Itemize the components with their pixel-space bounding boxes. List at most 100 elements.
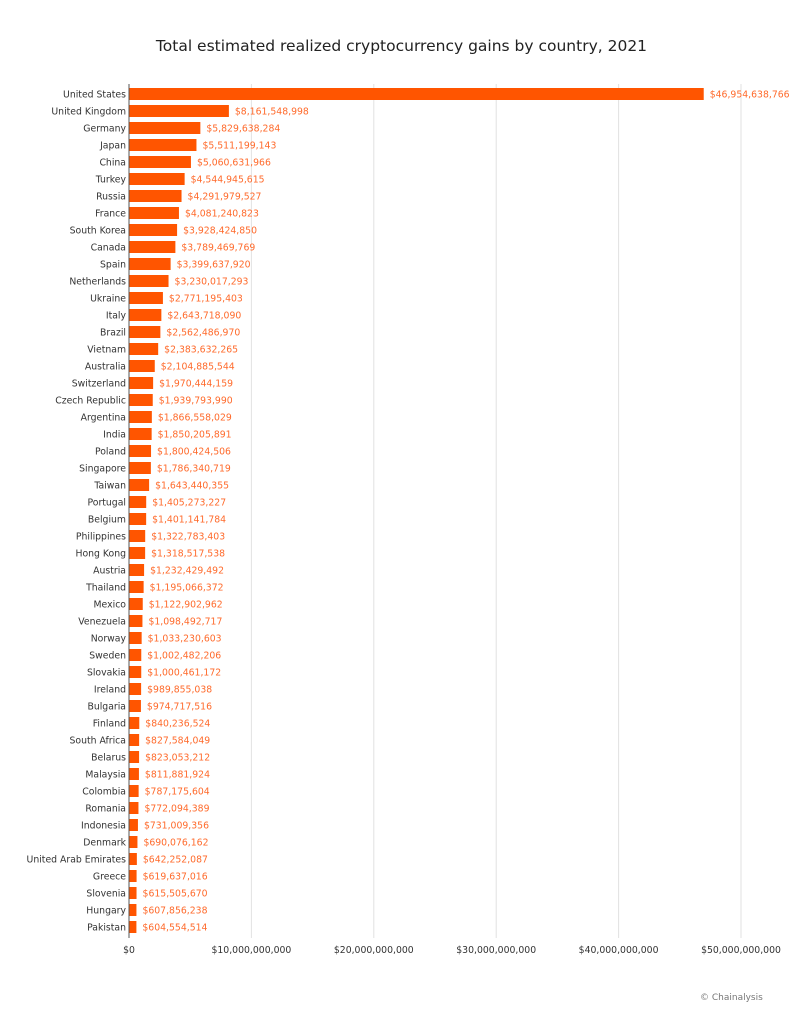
data-label: $1,232,429,492: [150, 565, 224, 576]
bar: [129, 292, 163, 304]
category-label: Vietnam: [87, 344, 126, 355]
category-label: Denmark: [83, 837, 126, 848]
category-label: Switzerland: [72, 378, 126, 389]
data-label: $2,104,885,544: [161, 361, 235, 372]
data-label: $690,076,162: [143, 837, 208, 848]
category-label: United Arab Emirates: [27, 854, 127, 865]
category-label: South Korea: [70, 225, 126, 236]
data-label: $827,584,049: [145, 735, 210, 746]
category-label: Pakistan: [87, 922, 126, 933]
data-label: $3,230,017,293: [175, 276, 249, 287]
copyright-credit: © Chainalysis: [700, 993, 763, 1003]
data-label: $615,505,670: [143, 888, 208, 899]
data-label: $989,855,038: [147, 684, 212, 695]
data-label: $2,562,486,970: [166, 327, 240, 338]
data-label: $2,771,195,403: [169, 293, 243, 304]
category-label: Indonesia: [81, 820, 126, 831]
data-label: $2,383,632,265: [164, 344, 238, 355]
data-label: $619,637,016: [143, 871, 208, 882]
category-label: Mexico: [94, 599, 127, 610]
x-tick-label: $40,000,000,000: [579, 945, 659, 956]
bar: [129, 207, 179, 219]
bar: [129, 258, 171, 270]
data-label: $3,928,424,850: [183, 225, 257, 236]
data-label: $5,511,199,143: [202, 140, 276, 151]
category-label: Austria: [93, 565, 126, 576]
bar: [129, 649, 142, 661]
bar: [129, 666, 142, 678]
data-label: $1,800,424,506: [157, 446, 231, 457]
category-label: Bulgaria: [87, 701, 126, 712]
category-label: Belgium: [88, 514, 126, 525]
data-label: $1,405,273,227: [152, 497, 226, 508]
category-label: China: [99, 157, 126, 168]
data-label: $974,717,516: [147, 701, 212, 712]
data-label: $823,053,212: [145, 752, 210, 763]
data-label: $2,643,718,090: [167, 310, 241, 321]
category-label: Canada: [91, 242, 126, 253]
bar: [129, 105, 229, 117]
data-label: $1,322,783,403: [151, 531, 225, 542]
category-label: Finland: [93, 718, 126, 729]
bar: [129, 632, 142, 644]
bar: [129, 428, 152, 440]
category-label: Thailand: [85, 582, 126, 593]
bar: [129, 309, 162, 321]
x-tick-label: $10,000,000,000: [211, 945, 291, 956]
data-label: $1,643,440,355: [155, 480, 229, 491]
category-label: South Africa: [70, 735, 127, 746]
bar: [129, 394, 153, 406]
bar: [129, 190, 182, 202]
bar: [129, 360, 155, 372]
bar: [129, 377, 154, 389]
data-label: $3,789,469,769: [181, 242, 255, 253]
data-label: $1,786,340,719: [157, 463, 231, 474]
bar: [129, 445, 152, 457]
bar: [129, 853, 137, 865]
bar: [129, 564, 145, 576]
data-label: $1,000,461,172: [147, 667, 221, 678]
bar: [129, 870, 137, 882]
category-label: Poland: [95, 446, 126, 457]
bar: [129, 734, 140, 746]
data-label: $1,970,444,159: [159, 378, 233, 389]
category-label: Malaysia: [85, 769, 126, 780]
data-label: $840,236,524: [145, 718, 210, 729]
data-label: $642,252,087: [143, 854, 208, 865]
bar: [129, 173, 185, 185]
bar: [129, 513, 147, 525]
bar: [129, 547, 146, 559]
category-label: Czech Republic: [55, 395, 126, 406]
bar: [129, 768, 139, 780]
category-label: Taiwan: [93, 480, 126, 491]
category-label: Norway: [91, 633, 127, 644]
category-label: Portugal: [87, 497, 126, 508]
data-label: $1,002,482,206: [147, 650, 221, 661]
bar: [129, 717, 140, 729]
category-label: Germany: [83, 123, 126, 134]
bar: [129, 88, 704, 100]
category-label: France: [95, 208, 126, 219]
category-label: Venezuela: [78, 616, 126, 627]
category-label: Turkey: [95, 174, 127, 185]
bar: [129, 700, 141, 712]
data-label: $3,399,637,920: [177, 259, 251, 270]
bar: [129, 241, 176, 253]
data-label: $5,060,631,966: [197, 157, 271, 168]
bar: [129, 785, 139, 797]
category-label: Philippines: [76, 531, 126, 542]
data-label: $46,954,638,766: [710, 89, 790, 100]
data-label: $1,866,558,029: [158, 412, 232, 423]
category-label: Ireland: [94, 684, 126, 695]
x-tick-label: $30,000,000,000: [456, 945, 536, 956]
data-label: $1,318,517,538: [151, 548, 225, 559]
data-label: $1,401,141,784: [152, 514, 226, 525]
x-tick-label: $50,000,000,000: [701, 945, 781, 956]
bar: [129, 139, 197, 151]
data-label: $811,881,924: [145, 769, 210, 780]
bar: [129, 598, 143, 610]
data-label: $4,544,945,615: [191, 174, 265, 185]
bar: [129, 581, 144, 593]
bar: [129, 819, 138, 831]
category-label: Hong Kong: [75, 548, 126, 559]
